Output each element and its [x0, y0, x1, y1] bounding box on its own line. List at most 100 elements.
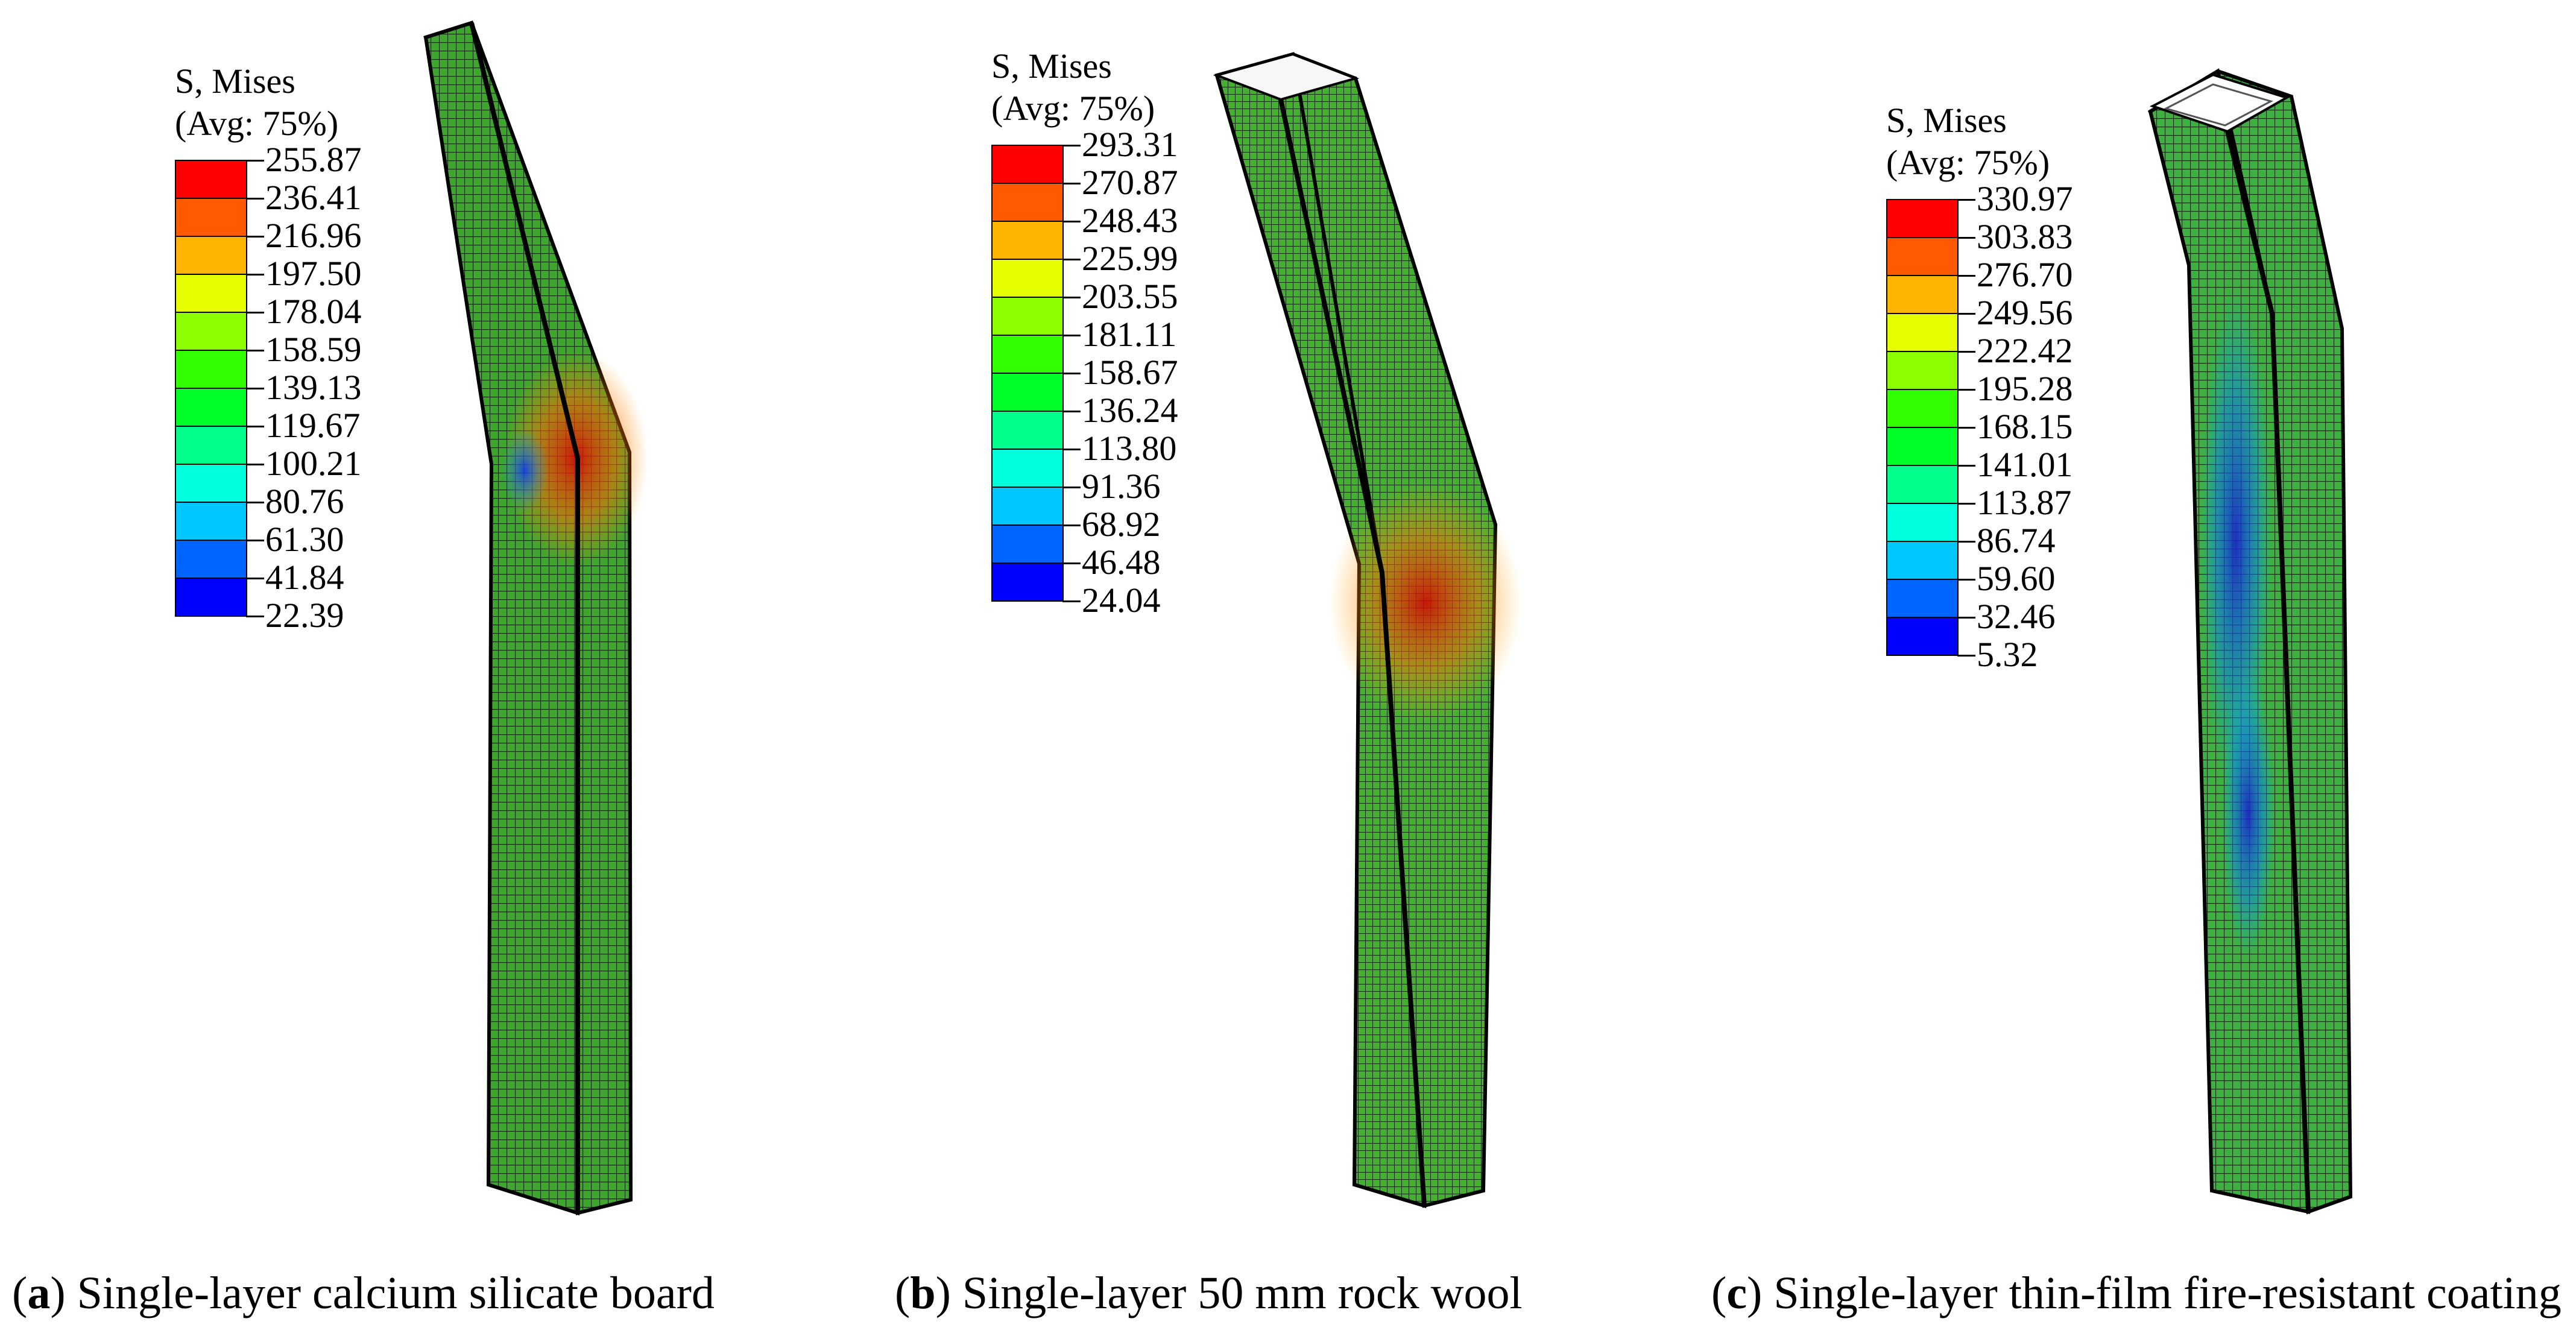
legend-swatch: [175, 160, 247, 199]
legend-value: 91.36: [1082, 467, 1161, 506]
stress-low-zone: [2221, 669, 2275, 959]
legend-swatch: [1886, 503, 1959, 542]
stress-low-zone: [500, 428, 549, 512]
legend-value: 197.50: [265, 254, 362, 293]
legend-swatch: [1886, 237, 1959, 276]
legend-value: 119.67: [265, 406, 361, 445]
legend-swatch: [175, 274, 247, 313]
legend-swatch: [991, 411, 1064, 450]
legend-swatch: [175, 236, 247, 275]
legend-tick: [1957, 541, 1975, 543]
legend-tick: [246, 616, 264, 617]
legend-swatch: [1886, 465, 1959, 504]
legend-tick: [246, 198, 264, 200]
legend-swatch: [991, 525, 1064, 564]
legend-swatch: [1886, 427, 1959, 466]
legend-tick: [246, 388, 264, 389]
legend-tick: [1062, 525, 1081, 526]
legend-swatch: [1886, 313, 1959, 352]
legend-swatch: [175, 464, 247, 503]
legend-tick: [1062, 145, 1081, 146]
legend-value: 255.87: [265, 140, 362, 179]
legend-title-line-2: (Avg: 75%): [175, 104, 339, 143]
legend-value: 100.21: [265, 444, 362, 483]
legend-value: 330.97: [1977, 179, 2073, 218]
deformed-column-c: [2147, 68, 2353, 1215]
legend-value: 181.11: [1082, 315, 1177, 354]
legend-swatch: [991, 373, 1064, 412]
legend-title-line-1: S, Mises: [1886, 101, 2007, 140]
legend-tick: [246, 274, 264, 276]
legend-swatch: [991, 487, 1064, 526]
legend-tick: [246, 350, 264, 351]
legend-swatch: [175, 350, 247, 389]
deformed-column-b: [1213, 52, 1522, 1209]
legend-swatch: [991, 562, 1064, 602]
legend-tick: [1062, 449, 1081, 450]
stress-hotspot: [1329, 482, 1522, 723]
legend-swatch: [991, 145, 1064, 184]
legend-tick: [1957, 465, 1975, 467]
legend-swatch: [1886, 389, 1959, 428]
legend-swatch: [991, 259, 1064, 298]
legend-title-line-2: (Avg: 75%): [991, 89, 1155, 128]
legend-swatch: [1886, 199, 1959, 238]
legend-tick: [1062, 335, 1081, 336]
legend-tick: [246, 464, 264, 465]
legend-value: 225.99: [1082, 239, 1178, 278]
legend-value: 59.60: [1977, 559, 2056, 598]
caption-c: (c) Single-layer thin-film fire-resistan…: [1711, 1268, 2562, 1318]
legend-swatch: [1886, 351, 1959, 390]
legend-swatch: [1886, 617, 1959, 656]
legend-value: 139.13: [265, 368, 362, 407]
legend-value: 41.84: [265, 558, 344, 597]
legend-tick: [1062, 221, 1081, 222]
panel-a: S, Mises (Avg: 75%) 255.87 236.41 216.96 19…: [0, 0, 859, 1342]
legend-tick: [1957, 617, 1975, 619]
legend-tick: [1062, 487, 1081, 488]
legend-tick: [246, 426, 264, 427]
legend-title-line-1: S, Mises: [175, 61, 295, 101]
legend-value: 216.96: [265, 216, 362, 255]
legend-value: 203.55: [1082, 277, 1178, 316]
legend-value: 24.04: [1082, 581, 1161, 620]
legend-value: 195.28: [1977, 369, 2073, 408]
legend-value: 32.46: [1977, 597, 2056, 636]
legend-value: 158.67: [1082, 353, 1178, 392]
legend-value: 293.31: [1082, 125, 1178, 164]
legend-swatch: [175, 540, 247, 579]
legend-tick: [1957, 237, 1975, 239]
legend-tick: [1062, 183, 1081, 184]
legend-value: 86.74: [1977, 521, 2056, 560]
legend-tick: [1957, 655, 1975, 657]
stress-low-zone: [2200, 289, 2272, 796]
legend-tick: [1957, 199, 1975, 201]
legend-value: 141.01: [1977, 445, 2073, 484]
legend-swatch: [1886, 579, 1959, 618]
legend-swatch: [175, 502, 247, 541]
legend-value: 270.87: [1082, 163, 1178, 202]
legend-c: S, Mises (Avg: 75%) 330.97 303.83 276.70 24…: [1886, 99, 2073, 672]
legend-tick: [1062, 297, 1081, 298]
legend-swatch: [175, 312, 247, 351]
legend-swatch: [175, 198, 247, 237]
caption-letter: c: [1726, 1268, 1747, 1318]
legend-b: S, Mises (Avg: 75%) 293.31 270.87 248.43 22…: [991, 45, 1178, 618]
legend-swatch: [991, 183, 1064, 222]
legend-value: 276.70: [1977, 255, 2073, 294]
legend-tick: [1957, 389, 1975, 391]
legend-tick: [246, 312, 264, 313]
legend-tick: [1062, 373, 1081, 374]
legend-value: 22.39: [265, 596, 344, 635]
panel-b: S, Mises (Avg: 75%) 293.31 270.87 248.43 22…: [859, 0, 1717, 1342]
legend-value: 61.30: [265, 520, 344, 559]
legend-tick: [1957, 427, 1975, 429]
legend-tick: [246, 540, 264, 541]
legend-value: 168.15: [1977, 407, 2073, 446]
legend-value: 222.42: [1977, 331, 2073, 370]
legend-tick: [1062, 562, 1081, 564]
legend-value: 46.48: [1082, 543, 1161, 582]
legend-value: 113.87: [1977, 483, 2072, 522]
deformed-column-a: [423, 20, 648, 1216]
panel-c: S, Mises (Avg: 75%) 330.97 303.83 276.70 24…: [1711, 0, 2576, 1342]
